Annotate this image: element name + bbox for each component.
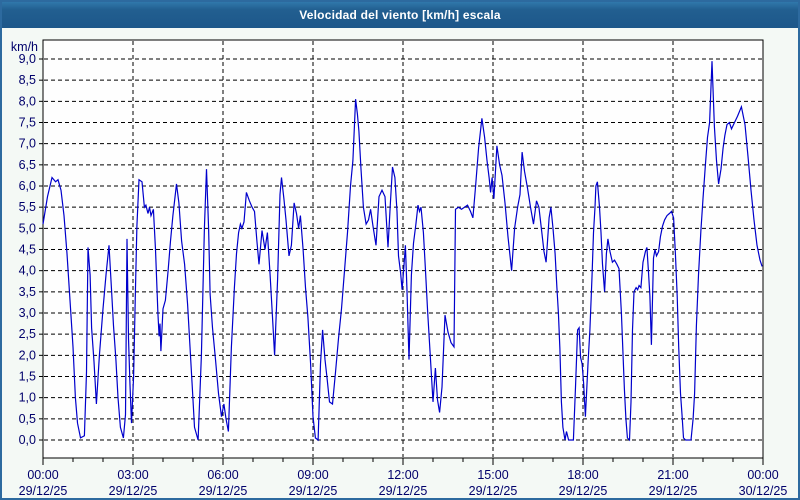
wind-speed-line [42,61,763,442]
page-title: Velocidad del viento [km/h] escala [299,8,501,22]
svg-text:4,5: 4,5 [19,243,36,257]
svg-text:5,5: 5,5 [19,200,36,214]
svg-text:8,0: 8,0 [19,94,36,108]
svg-text:06:00: 06:00 [207,468,238,482]
svg-text:7,0: 7,0 [19,137,36,151]
svg-text:21:00: 21:00 [657,468,688,482]
svg-text:00:00: 00:00 [27,468,58,482]
svg-text:29/12/25: 29/12/25 [469,484,518,498]
svg-text:15:00: 15:00 [477,468,508,482]
svg-text:29/12/25: 29/12/25 [199,484,248,498]
chart-svg: 9,0 8,5 8,0 7,5 7,0 6,5 6,0 5,5 5,0 4,5 4,0 3,5 3,0 2… [11,39,788,498]
svg-text:03:00: 03:00 [117,468,148,482]
svg-text:8,5: 8,5 [19,73,36,87]
svg-text:6,0: 6,0 [19,179,36,193]
svg-text:0,0: 0,0 [19,433,36,447]
svg-text:09:00: 09:00 [297,468,328,482]
svg-text:2,5: 2,5 [19,327,36,341]
svg-text:29/12/25: 29/12/25 [19,484,68,498]
axis-ticks [39,58,764,465]
svg-text:30/12/25: 30/12/25 [739,484,788,498]
svg-text:18:00: 18:00 [567,468,598,482]
svg-text:0,5: 0,5 [19,412,36,426]
svg-text:3,5: 3,5 [19,285,36,299]
svg-text:1,0: 1,0 [19,391,36,405]
svg-text:29/12/25: 29/12/25 [649,484,698,498]
svg-text:00:00: 00:00 [747,468,778,482]
svg-text:4,0: 4,0 [19,264,36,278]
chart-container: 9,0 8,5 8,0 7,5 7,0 6,5 6,0 5,5 5,0 4,5 4,0 3,5 3,0 2… [2,28,798,498]
x-axis-labels: 00:00 29/12/25 03:00 29/12/25 06:00 29/12/25 0… [19,468,788,498]
svg-text:6,5: 6,5 [19,158,36,172]
svg-text:29/12/25: 29/12/25 [559,484,608,498]
title-bar: Velocidad del viento [km/h] escala [2,2,798,28]
svg-text:3,0: 3,0 [19,306,36,320]
svg-text:5,0: 5,0 [19,221,36,235]
svg-text:1,5: 1,5 [19,370,36,384]
svg-text:29/12/25: 29/12/25 [289,484,338,498]
y-axis-unit-label: km/h [11,40,38,54]
svg-text:9,0: 9,0 [19,52,36,66]
svg-text:12:00: 12:00 [387,468,418,482]
plot-area [42,39,764,459]
svg-text:7,5: 7,5 [19,116,36,130]
grid-lines [44,41,762,457]
y-axis-labels: 9,0 8,5 8,0 7,5 7,0 6,5 6,0 5,5 5,0 4,5 4,0 3,5 3,0 2… [19,52,36,447]
svg-text:2,0: 2,0 [19,348,36,362]
svg-text:29/12/25: 29/12/25 [379,484,428,498]
svg-text:29/12/25: 29/12/25 [109,484,158,498]
